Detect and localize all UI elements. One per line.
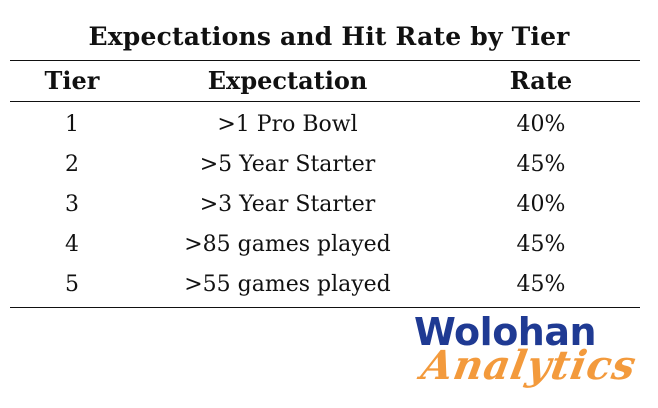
header-expectation: Expectation	[207, 66, 368, 95]
table-header-row: Tier Expectation Rate	[0, 61, 658, 101]
logo-wordmark-wolohan: Wolohan	[414, 310, 597, 354]
rate-cell: 45%	[516, 272, 566, 297]
rate-cell: 45%	[516, 232, 566, 257]
top-rule	[10, 60, 640, 61]
wolohan-analytics-logo: Wolohan Analytics	[400, 310, 640, 402]
table-row: 1 >1 Pro Bowl 40%	[0, 105, 658, 145]
tier-cell: 3	[65, 192, 79, 217]
rate-cell: 45%	[516, 152, 566, 177]
expectation-cell: >3 Year Starter	[199, 192, 376, 217]
logo-wordmark-analytics: Analytics	[417, 342, 641, 389]
table-row: 4 >85 games played 45%	[0, 225, 658, 265]
expectation-cell: >85 games played	[184, 232, 391, 257]
table-row: 5 >55 games played 45%	[0, 265, 658, 305]
header-tier: Tier	[44, 66, 100, 95]
table-row: 3 >3 Year Starter 40%	[0, 185, 658, 225]
table-title: Expectations and Hit Rate by Tier	[88, 22, 570, 51]
rate-cell: 40%	[516, 192, 566, 217]
header-rule	[10, 101, 640, 102]
table-row: 2 >5 Year Starter 45%	[0, 145, 658, 185]
rate-cell: 40%	[516, 112, 566, 137]
bottom-rule	[10, 307, 640, 308]
expectation-cell: >5 Year Starter	[199, 152, 376, 177]
tier-cell: 5	[65, 272, 79, 297]
tier-cell: 2	[65, 152, 79, 177]
tier-cell: 1	[65, 112, 79, 137]
tier-cell: 4	[65, 232, 79, 257]
expectation-cell: >1 Pro Bowl	[217, 112, 358, 137]
header-rate: Rate	[509, 66, 573, 95]
expectation-cell: >55 games played	[184, 272, 391, 297]
